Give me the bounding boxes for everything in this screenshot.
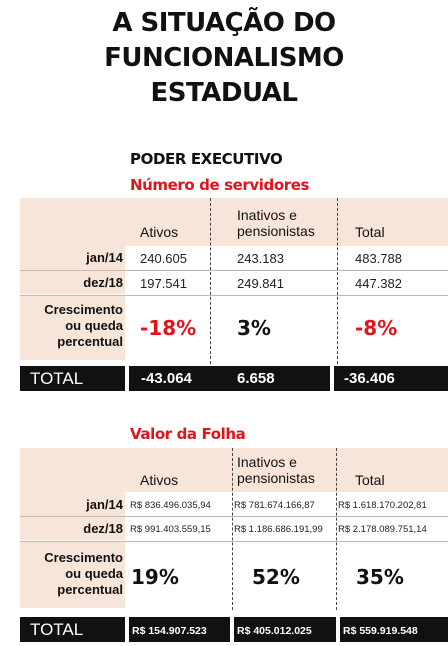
table1-row2-ativos: 197.541	[140, 276, 187, 291]
table1-col-divider-2	[337, 198, 338, 364]
table2-title: Valor da Folha	[130, 425, 246, 443]
table2-header-ativos: Ativos	[140, 472, 179, 488]
main-title-line-2: FUNCIONALISMO	[104, 43, 344, 73]
table1-total-label: TOTAL	[30, 369, 84, 388]
table2-growth-label-line-2: ou queda	[65, 566, 123, 581]
table2-label-band-2	[20, 542, 125, 608]
table1-growth-ativos: -18%	[140, 316, 197, 340]
table1-growth-label-line-1: Crescimento	[44, 302, 123, 317]
table1-row1-label: jan/14	[86, 250, 123, 265]
table2-total-gap-1	[125, 617, 129, 642]
table2-row1-ativos: R$ 836.496.035,94	[130, 500, 211, 511]
table1-header-inativos-line-2: pensionistas	[237, 223, 315, 239]
table2-total-ativos: R$ 154.907.523	[132, 625, 207, 637]
table2-growth-label: Crescimento ou queda percentual	[20, 550, 123, 598]
main-title-line-3: ESTADUAL	[150, 78, 298, 108]
table1-header-ativos: Ativos	[140, 224, 179, 240]
table2-row2-label: dez/18	[83, 521, 123, 536]
table2-header-inativos-line-2: pensionistas	[237, 470, 315, 486]
table1-header-total: Total	[355, 224, 385, 240]
table2-total-label: TOTAL	[30, 620, 84, 639]
table2-row2-total: R$ 2.178.089.751,14	[338, 524, 427, 535]
table2-col-divider-1	[232, 448, 233, 610]
table2-growth-inativos: 52%	[252, 565, 300, 589]
table1-growth-label-line-3: percentual	[57, 334, 123, 349]
table1-growth-inativos: 3%	[237, 316, 271, 340]
table2-header-total: Total	[355, 472, 385, 488]
table1-total-gap-1	[125, 366, 129, 391]
table2-growth-ativos: 19%	[131, 565, 179, 589]
table2-row1-total: R$ 1.618.170.202,81	[338, 500, 427, 511]
table2-growth-label-line-3: percentual	[57, 582, 123, 597]
table1-total-bar	[20, 366, 448, 391]
table1-header-inativos-line-1: Inativos e	[237, 207, 297, 223]
table2-total-gap-2	[230, 617, 234, 642]
table1-row2-total: 447.382	[355, 276, 402, 291]
table2-total-total: R$ 559.919.548	[343, 625, 418, 637]
table2-header-inativos-line-1: Inativos e	[237, 454, 297, 470]
table2-row2-ativos: R$ 991.403.559,15	[130, 524, 211, 535]
table2-row2-inativos: R$ 1.186.686.191,99	[234, 524, 323, 535]
main-title-line-1: A SITUAÇÃO DO	[112, 8, 336, 38]
table1-total-ativos: -43.064	[141, 370, 192, 387]
table1-growth-label: Crescimento ou queda percentual	[20, 302, 123, 350]
table1-label-band-2	[20, 296, 125, 360]
table1-title: Número de servidores	[130, 176, 310, 194]
table1-growth-total: -8%	[355, 316, 398, 340]
table1-row2-inativos: 249.841	[237, 276, 284, 291]
table1-total-gap-2	[330, 366, 334, 391]
section-title: PODER EXECUTIVO	[130, 150, 283, 168]
main-title: A SITUAÇÃO DO FUNCIONALISMO ESTADUAL	[0, 6, 448, 111]
table1-row1-ativos: 240.605	[140, 251, 187, 266]
table1-total-total: -36.406	[344, 370, 395, 387]
table1-col-divider-1	[210, 198, 211, 364]
table2-growth-total: 35%	[356, 565, 404, 589]
table2-growth-label-line-1: Crescimento	[44, 550, 123, 565]
table1-row1-total: 483.788	[355, 251, 402, 266]
table1-growth-label-line-2: ou queda	[65, 318, 123, 333]
table1-header-inativos: Inativos e pensionistas	[237, 207, 315, 239]
table2-row1-inativos: R$ 781.674.166,87	[234, 500, 315, 511]
table2-total-gap-3	[336, 617, 340, 642]
table2-row1-label: jan/14	[86, 497, 123, 512]
table2-col-divider-2	[336, 448, 337, 610]
table1-row-divider-2	[20, 295, 448, 296]
table2-total-inativos: R$ 405.012.025	[237, 625, 312, 637]
table1-row2-label: dez/18	[83, 275, 123, 290]
table2-total-bar	[20, 617, 448, 642]
table1-row1-inativos: 243.183	[237, 251, 284, 266]
table2-row-divider-1	[20, 516, 448, 517]
table2-header-band	[20, 448, 448, 492]
table2-header-inativos: Inativos e pensionistas	[237, 454, 315, 486]
table1-row-divider-1	[20, 270, 448, 271]
table1-header-band	[20, 198, 448, 246]
table2-row-divider-2	[20, 541, 448, 542]
table1-total-inativos: 6.658	[237, 370, 275, 387]
